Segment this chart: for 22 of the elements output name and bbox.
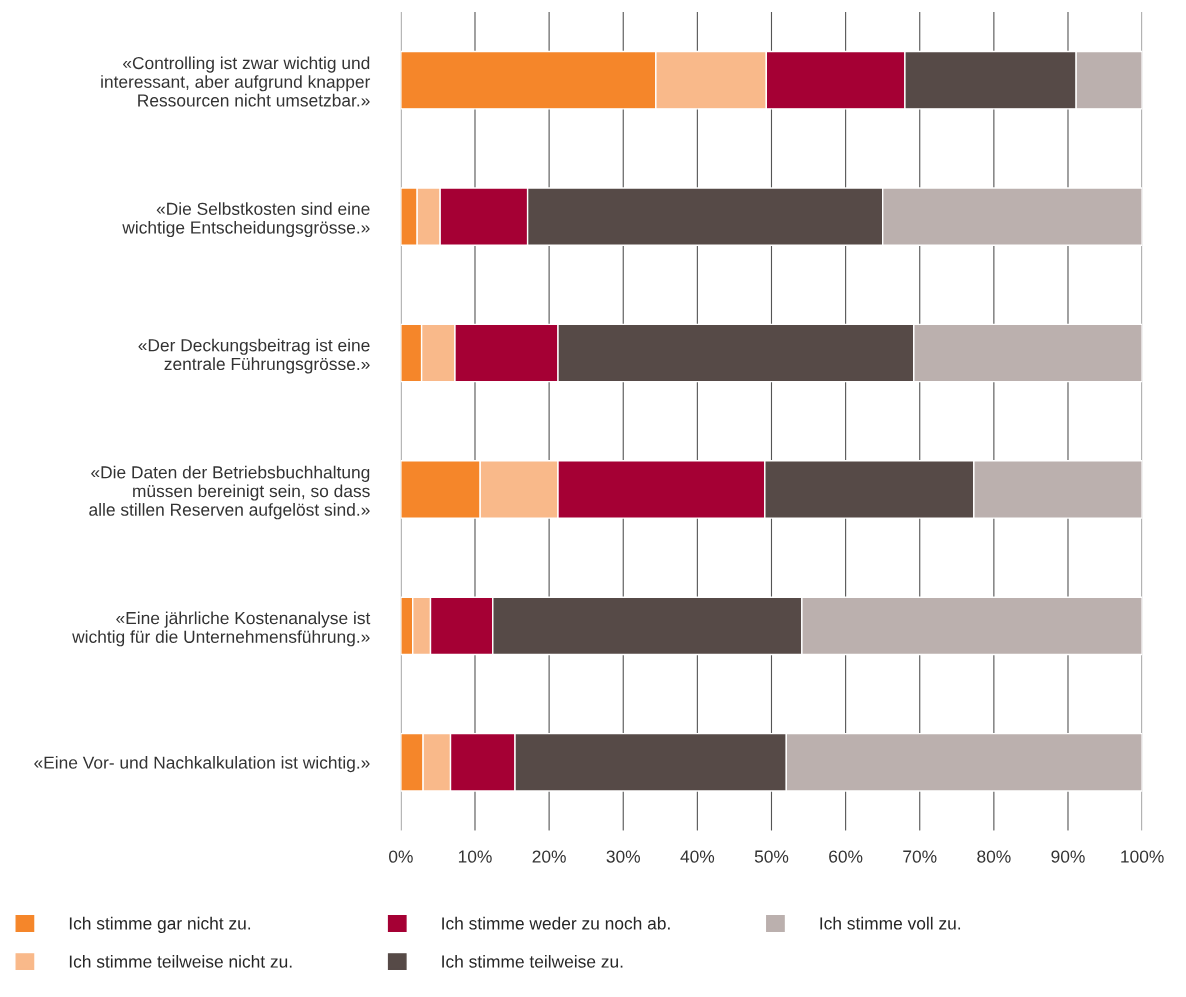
x-tick-label: 80% xyxy=(977,850,1011,863)
y-tick-label: «Controlling ist zwar wichtig und interessant, aber aufgrund knapper Ressourcen nicht umsetzbar.» xyxy=(101,56,371,107)
legend-label: Ich stimme voll zu. xyxy=(820,916,961,930)
x-tick-label: 30% xyxy=(606,850,640,863)
y-tick-label: «Die Daten der Betriebsbuchhaltung müssen bereinigt sein, so dass alle stillen Reserven aufgelöst sind.» xyxy=(89,465,370,520)
legend-label: Ich stimme teilweise nicht zu. xyxy=(69,954,292,968)
legend-label: Ich stimme teilweise zu. xyxy=(442,954,623,968)
x-tick-label: 40% xyxy=(680,850,715,863)
x-tick-label: 10% xyxy=(458,850,492,863)
x-tick-label: 20% xyxy=(532,850,566,863)
x-tick-label: 70% xyxy=(903,850,937,863)
x-tick-label: 0% xyxy=(389,850,413,863)
legend-label: Ich stimme gar nicht zu. xyxy=(69,916,251,934)
y-tick-label: «Eine jährliche Kostenanalyse ist wichtig für die Unternehmensführung.» xyxy=(72,611,371,647)
x-tick-label: 60% xyxy=(829,850,863,863)
x-tick-label: 100% xyxy=(1121,850,1164,863)
y-tick-label: «Eine Vor- und Nachkalkulation ist wichtig.» xyxy=(34,756,370,773)
x-tick-label: 90% xyxy=(1051,850,1085,863)
y-tick-label: «Die Selbstkosten sind eine wichtige Entscheidungsgrösse.» xyxy=(122,202,370,238)
legend-label: Ich stimme weder zu noch ab. xyxy=(442,916,670,930)
y-tick-label: «Der Deckungsbeitrag ist eine zentrale Führungsgrösse.» xyxy=(138,338,370,374)
x-tick-label: 50% xyxy=(754,850,789,863)
